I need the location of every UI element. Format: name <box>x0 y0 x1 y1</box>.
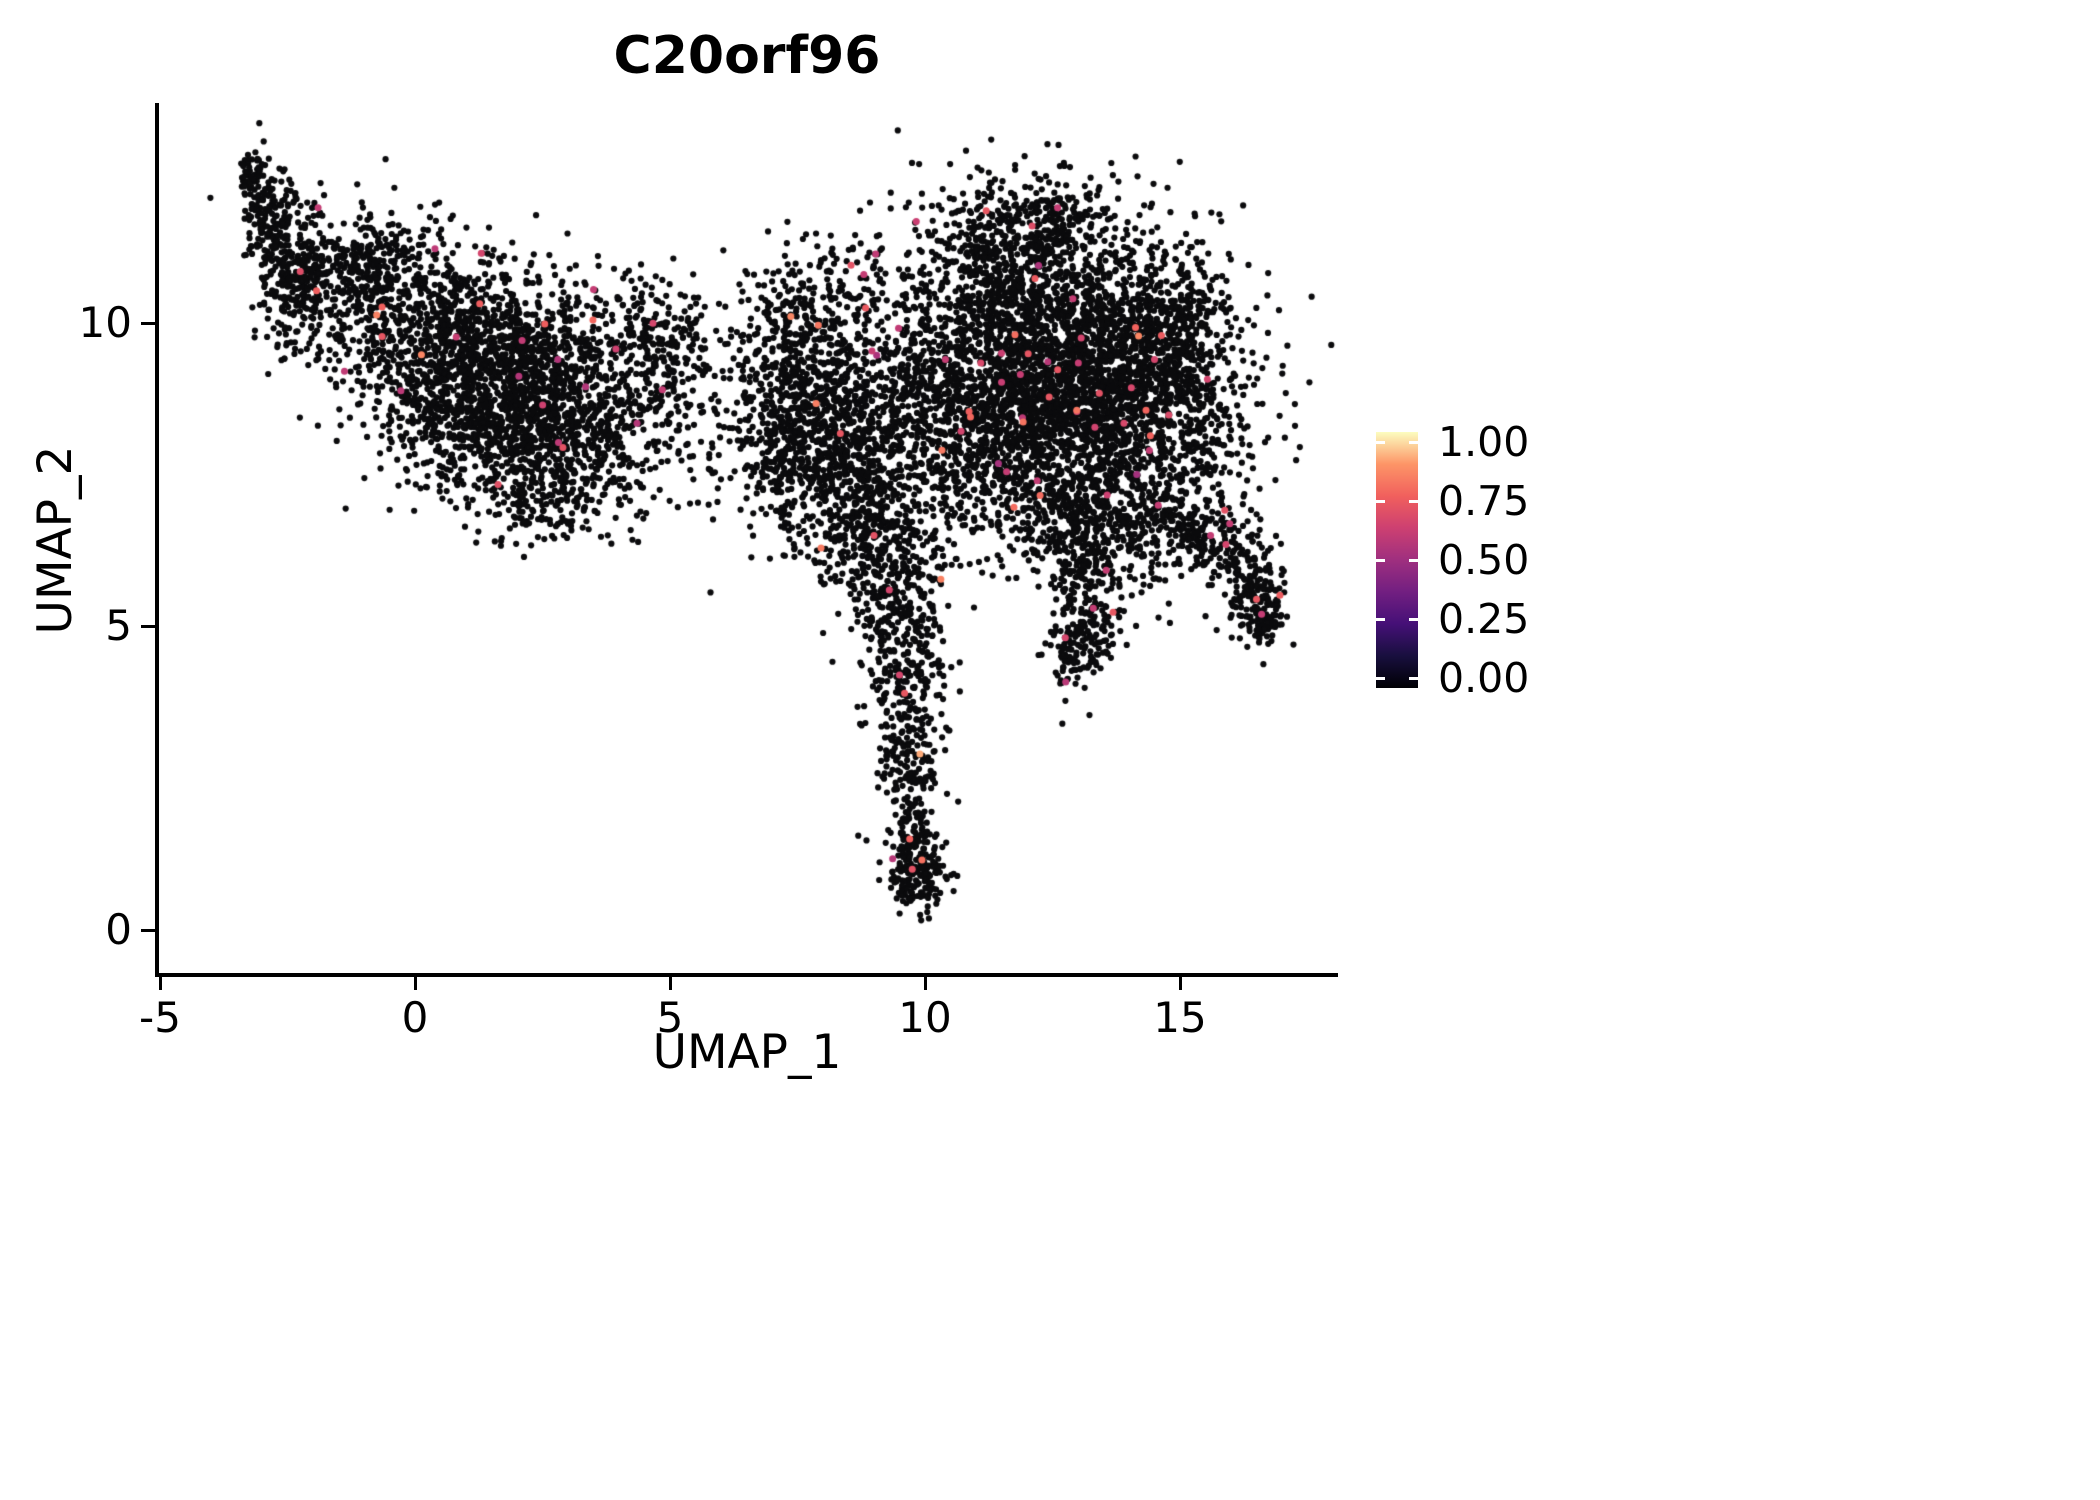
colorbar-tick <box>1376 440 1385 444</box>
colorbar-label: 0.25 <box>1438 595 1530 643</box>
x-tick-label: 15 <box>1153 993 1207 1042</box>
x-tick-label: 5 <box>656 993 684 1042</box>
x-tick-mark <box>668 977 672 990</box>
colorbar-tick <box>1409 440 1418 444</box>
x-axis-line <box>155 973 1338 977</box>
colorbar-label: 0.00 <box>1438 654 1530 702</box>
colorbar-label: 1.00 <box>1438 418 1530 466</box>
colorbar-tick <box>1409 499 1418 503</box>
colorbar-tick <box>1409 676 1418 680</box>
x-tick-mark <box>158 977 162 990</box>
y-tick-mark <box>141 928 155 932</box>
y-tick-mark <box>141 625 155 628</box>
x-tick-label: -5 <box>139 993 181 1042</box>
colorbar-label: 0.75 <box>1438 477 1530 525</box>
y-tick-label: 10 <box>78 298 132 347</box>
x-tick-mark <box>1178 977 1182 990</box>
y-tick-label: 0 <box>105 905 132 954</box>
x-tick-mark <box>413 977 417 990</box>
x-tick-label: 0 <box>401 993 429 1042</box>
colorbar-tick <box>1409 617 1418 621</box>
colorbar-tick <box>1376 558 1385 562</box>
x-axis-title: UMAP_1 <box>652 1025 842 1080</box>
y-tick-label: 5 <box>105 601 132 650</box>
y-tick-mark <box>141 321 155 325</box>
colorbar-tick <box>1376 499 1385 503</box>
colorbar-tick <box>1376 617 1385 621</box>
x-tick-mark <box>923 977 927 990</box>
x-tick-label: 10 <box>898 993 952 1042</box>
colorbar-tick <box>1376 676 1385 680</box>
colorbar-tick <box>1409 558 1418 562</box>
y-axis-title: UMAP_2 <box>28 445 83 635</box>
y-axis-line <box>155 103 159 977</box>
colorbar-label: 0.50 <box>1438 536 1530 584</box>
